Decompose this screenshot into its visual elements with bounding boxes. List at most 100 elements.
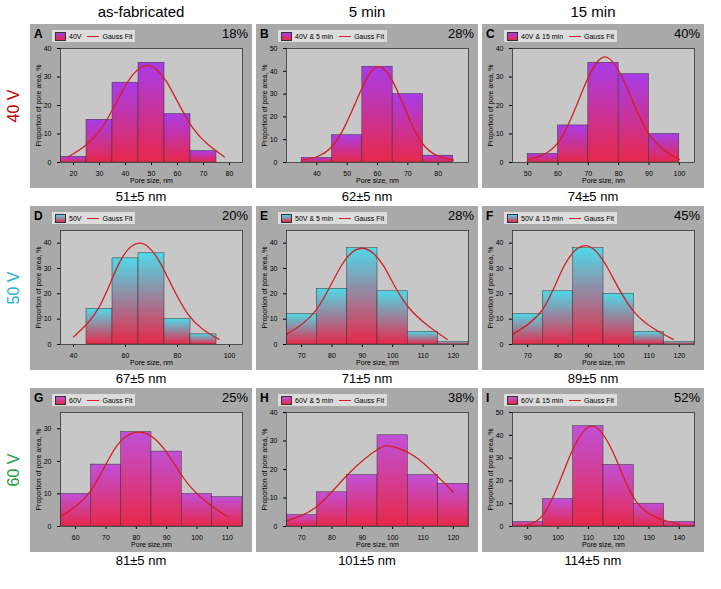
svg-text:30: 30: [496, 73, 504, 80]
svg-text:30: 30: [270, 90, 278, 97]
svg-text:Pore size, nm: Pore size, nm: [130, 359, 173, 366]
svg-text:20: 20: [270, 290, 278, 297]
svg-text:Pore size,nm: Pore size,nm: [131, 541, 172, 548]
svg-text:60: 60: [554, 170, 562, 177]
svg-text:110: 110: [222, 534, 233, 541]
svg-text:40: 40: [270, 239, 278, 246]
svg-text:Proportion of pore area, %: Proportion of pore area, %: [35, 246, 43, 328]
svg-text:20: 20: [496, 477, 504, 484]
svg-text:80: 80: [174, 352, 182, 359]
svg-text:90: 90: [524, 534, 532, 541]
svg-text:20: 20: [270, 466, 278, 473]
svg-text:70: 70: [404, 170, 412, 177]
svg-text:Proportion of pore area, %: Proportion of pore area, %: [35, 64, 43, 146]
svg-text:10: 10: [496, 130, 504, 137]
svg-text:70: 70: [298, 534, 306, 541]
svg-text:10: 10: [270, 315, 278, 322]
svg-text:50: 50: [496, 409, 504, 416]
svg-text:100: 100: [552, 534, 564, 541]
svg-text:100: 100: [191, 534, 203, 541]
svg-text:0: 0: [500, 341, 504, 348]
svg-text:100: 100: [673, 170, 685, 177]
svg-text:30: 30: [44, 425, 52, 432]
svg-text:80: 80: [554, 352, 562, 359]
svg-text:110: 110: [643, 352, 654, 359]
svg-text:40: 40: [496, 45, 504, 52]
svg-text:60: 60: [122, 352, 130, 359]
svg-text:60: 60: [174, 170, 182, 177]
svg-text:20: 20: [496, 290, 504, 297]
svg-text:Pore size, nm: Pore size, nm: [582, 541, 625, 548]
svg-text:10: 10: [44, 490, 52, 497]
svg-text:Proportion of pore area, %: Proportion of pore area, %: [487, 246, 495, 328]
svg-text:Pore size, nm: Pore size, nm: [356, 541, 399, 548]
svg-text:Proportion of pore area, %: Proportion of pore area, %: [261, 428, 269, 510]
svg-text:80: 80: [328, 534, 336, 541]
svg-text:80: 80: [328, 352, 336, 359]
svg-text:80: 80: [226, 170, 234, 177]
svg-text:50: 50: [524, 170, 532, 177]
svg-text:30: 30: [270, 265, 278, 272]
svg-text:120: 120: [447, 352, 459, 359]
svg-text:70: 70: [524, 352, 532, 359]
svg-text:Pore size, nm: Pore size, nm: [356, 177, 399, 184]
svg-text:Proportion of pore area, %: Proportion of pore area, %: [487, 64, 495, 146]
svg-text:0: 0: [274, 523, 278, 530]
svg-text:10: 10: [270, 494, 278, 501]
svg-text:40: 40: [122, 170, 130, 177]
svg-text:70: 70: [102, 534, 110, 541]
svg-text:110: 110: [417, 352, 428, 359]
svg-text:10: 10: [496, 500, 504, 507]
svg-text:40: 40: [44, 239, 52, 246]
svg-text:100: 100: [224, 352, 236, 359]
svg-text:50: 50: [270, 45, 278, 52]
svg-text:30: 30: [96, 170, 104, 177]
svg-text:30: 30: [270, 437, 278, 444]
svg-text:30: 30: [44, 265, 52, 272]
svg-text:20: 20: [44, 102, 52, 109]
svg-text:140: 140: [673, 534, 685, 541]
svg-text:20: 20: [70, 170, 78, 177]
svg-text:Pore size, nm: Pore size, nm: [130, 177, 173, 184]
svg-text:40: 40: [270, 68, 278, 75]
svg-text:Pore size, nm: Pore size, nm: [582, 359, 625, 366]
svg-text:110: 110: [417, 534, 428, 541]
svg-text:10: 10: [270, 136, 278, 143]
svg-text:30: 30: [496, 265, 504, 272]
svg-text:120: 120: [447, 534, 459, 541]
svg-text:40: 40: [313, 170, 321, 177]
svg-text:Proportion of pore area, %: Proportion of pore area, %: [261, 64, 269, 146]
svg-text:20: 20: [44, 458, 52, 465]
svg-text:10: 10: [496, 315, 504, 322]
svg-text:Pore size, nm: Pore size, nm: [582, 177, 625, 184]
svg-text:60: 60: [72, 534, 80, 541]
svg-text:0: 0: [48, 159, 52, 166]
svg-text:0: 0: [500, 159, 504, 166]
svg-text:10: 10: [44, 315, 52, 322]
svg-text:Proportion of pore area, %: Proportion of pore area, %: [261, 246, 269, 328]
svg-text:90: 90: [645, 170, 653, 177]
svg-text:Pore size, nm: Pore size, nm: [356, 359, 399, 366]
svg-text:70: 70: [200, 170, 208, 177]
svg-text:40: 40: [70, 352, 78, 359]
svg-text:30: 30: [44, 73, 52, 80]
svg-text:40: 40: [496, 239, 504, 246]
svg-text:0: 0: [500, 523, 504, 530]
svg-text:20: 20: [270, 113, 278, 120]
svg-text:40: 40: [270, 409, 278, 416]
svg-text:10: 10: [44, 130, 52, 137]
svg-text:0: 0: [274, 341, 278, 348]
svg-text:50: 50: [343, 170, 351, 177]
svg-text:30: 30: [496, 454, 504, 461]
svg-text:70: 70: [298, 352, 306, 359]
svg-text:20: 20: [496, 102, 504, 109]
svg-text:40: 40: [44, 45, 52, 52]
svg-text:80: 80: [434, 170, 442, 177]
svg-text:120: 120: [673, 352, 685, 359]
svg-text:130: 130: [643, 534, 655, 541]
svg-text:40: 40: [496, 432, 504, 439]
svg-text:0: 0: [48, 523, 52, 530]
svg-text:20: 20: [44, 290, 52, 297]
svg-text:Proportion of pore area, %: Proportion of pore area, %: [35, 428, 43, 510]
svg-text:0: 0: [48, 341, 52, 348]
